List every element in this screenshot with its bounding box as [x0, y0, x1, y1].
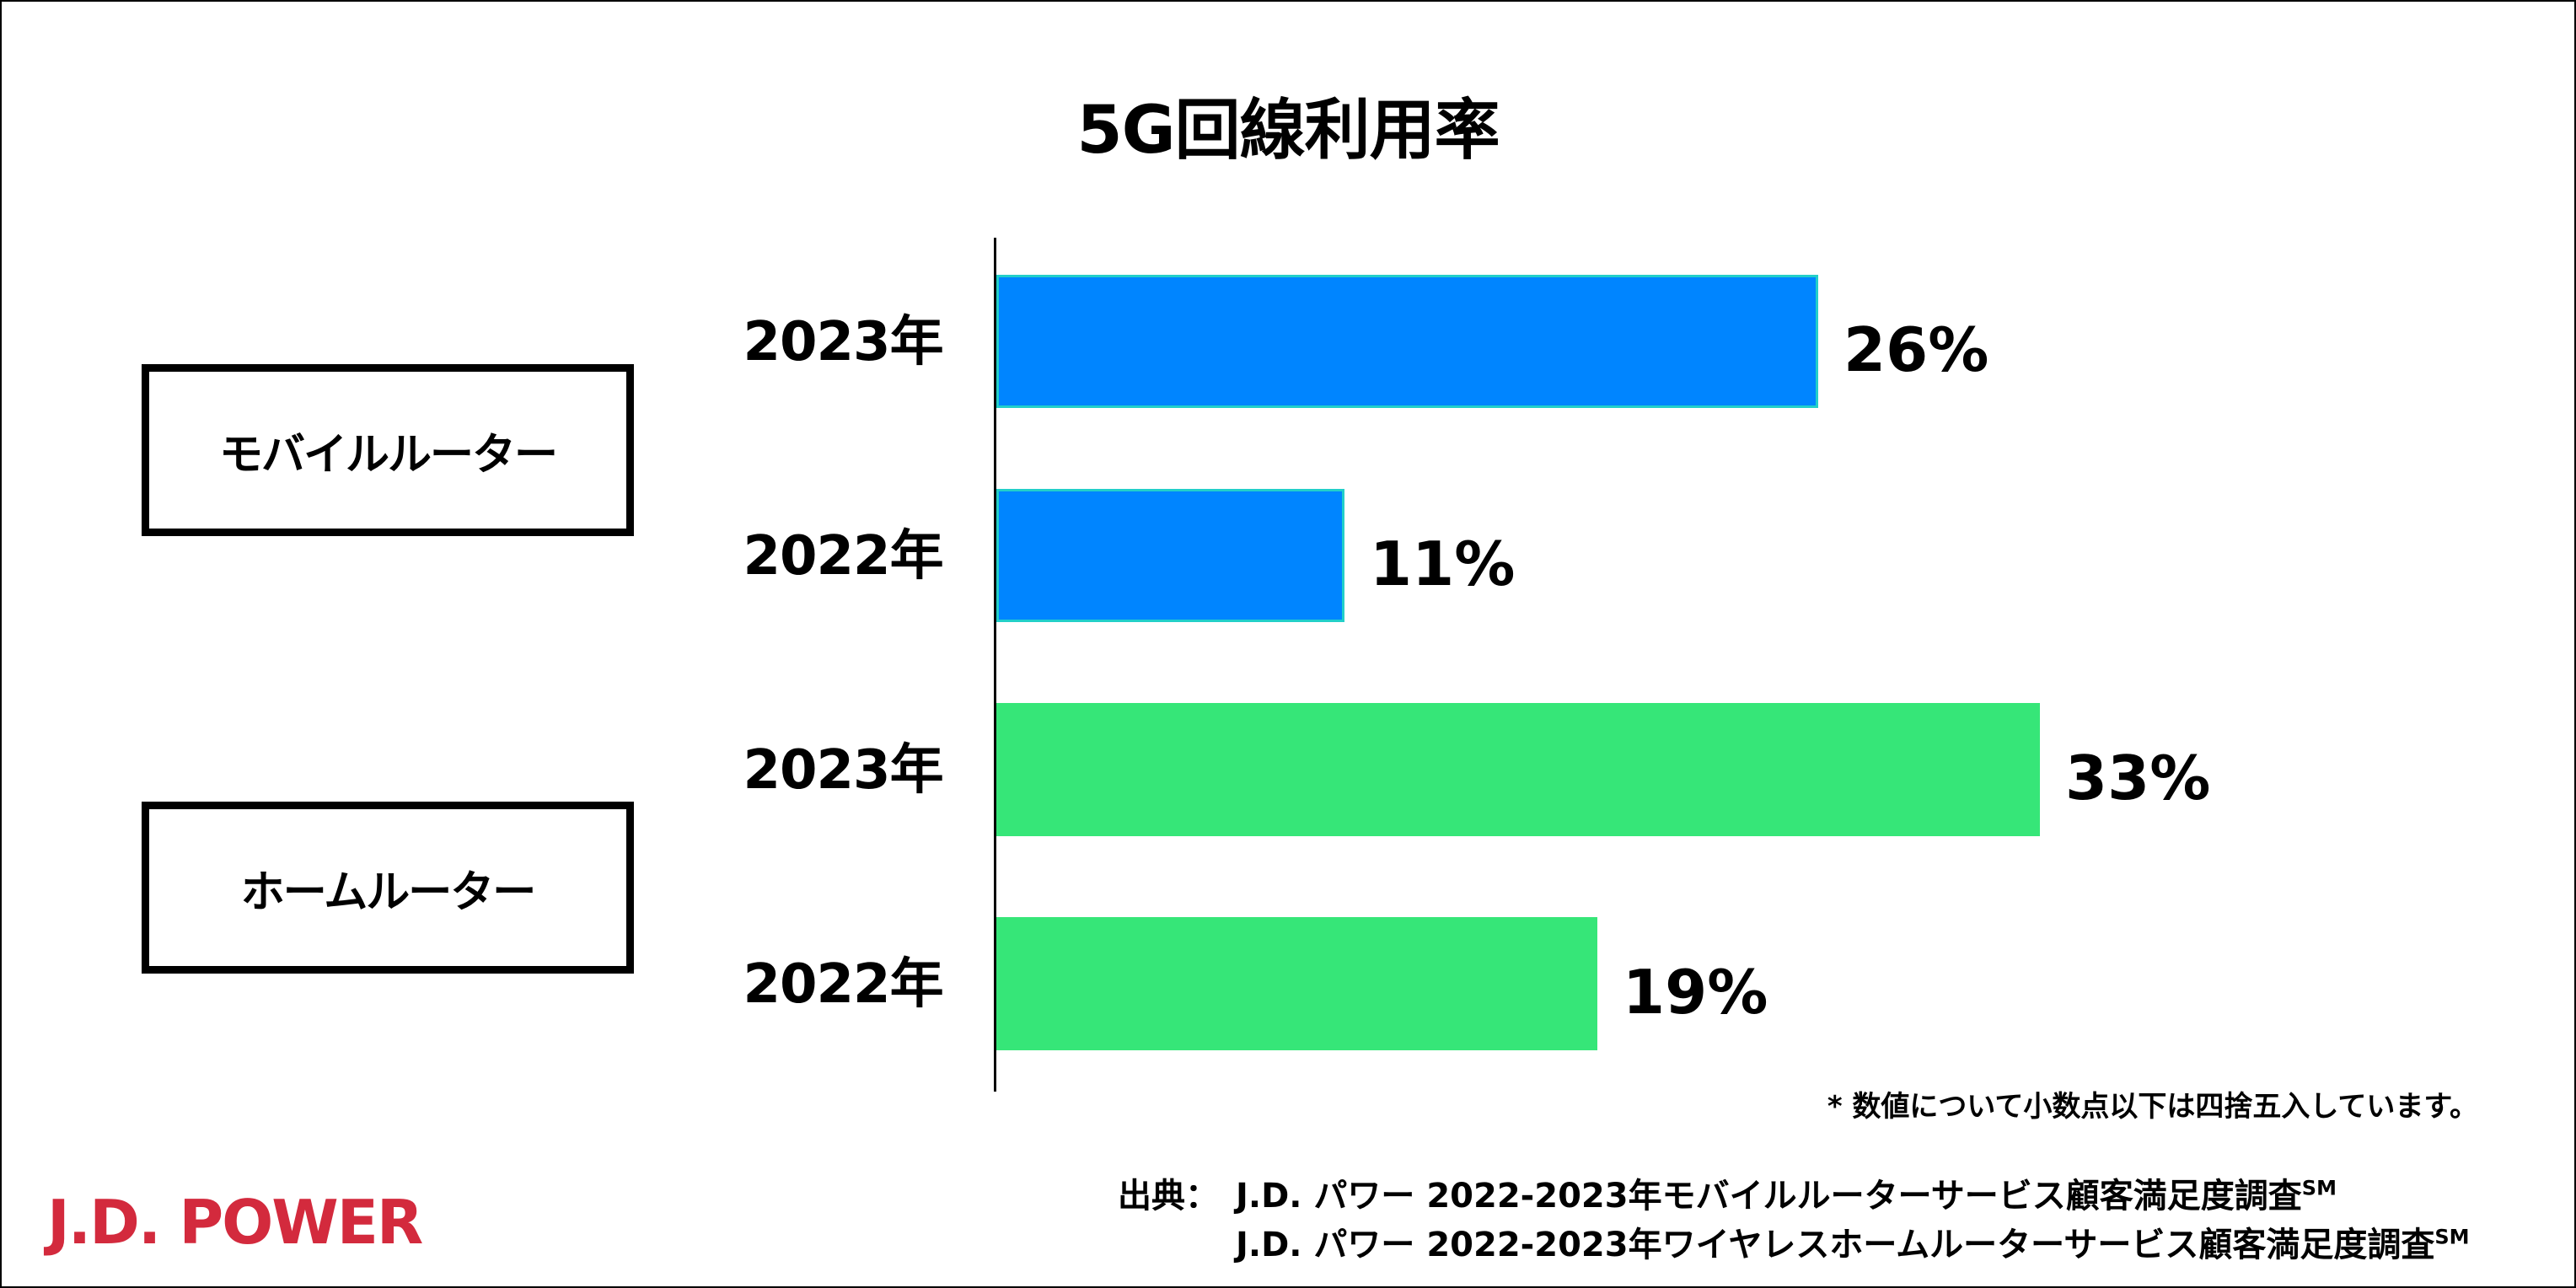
source-text-2: J.D. パワー 2022-2023年ワイヤレスホームルーターサービス顧客満足度… [1236, 1226, 2435, 1264]
tick-label-mobile-2023: 2023年 [743, 311, 943, 373]
tick-label-mobile-2022: 2022年 [743, 525, 943, 588]
value-label-home-2022: 19% [1623, 957, 1768, 1028]
service-mark-1: SM [2301, 1176, 2337, 1200]
service-mark-2: SM [2434, 1225, 2470, 1249]
bar-home-2022 [996, 917, 1597, 1050]
group-label-home-router: ホームルーター [142, 802, 634, 974]
source-prefix: 出典： [1118, 1177, 1219, 1216]
tick-label-home-2023: 2023年 [743, 739, 943, 802]
value-label-home-2023: 33% [2065, 743, 2211, 813]
source-line-2: J.D. パワー 2022-2023年ワイヤレスホームルーターサービス顧客満足度… [1118, 1221, 2470, 1269]
chart-title: 5G回線利用率 [1076, 93, 1500, 169]
bar-mobile-2023 [996, 275, 1818, 408]
source-text-1: J.D. パワー 2022-2023年モバイルルーターサービス顧客満足度調査 [1236, 1177, 2302, 1216]
bar-home-2023 [996, 703, 2040, 836]
tick-label-home-2022: 2022年 [743, 953, 943, 1016]
value-label-mobile-2023: 26% [1843, 314, 1989, 385]
source-citation: 出典： J.D. パワー 2022-2023年モバイルルーターサービス顧客満足度調… [1118, 1172, 2470, 1269]
group-label-mobile-router: モバイルルーター [142, 364, 634, 536]
source-line-1: 出典： J.D. パワー 2022-2023年モバイルルーターサービス顧客満足度調… [1118, 1172, 2470, 1221]
bar-mobile-2022 [996, 489, 1344, 622]
rounding-footnote: * 数値について小数点以下は四捨五入しています。 [1827, 1090, 2478, 1124]
value-label-mobile-2022: 11% [1370, 529, 1516, 599]
jd-power-logo: J.D. POWER [47, 1187, 423, 1258]
y-axis-line [994, 238, 996, 1092]
